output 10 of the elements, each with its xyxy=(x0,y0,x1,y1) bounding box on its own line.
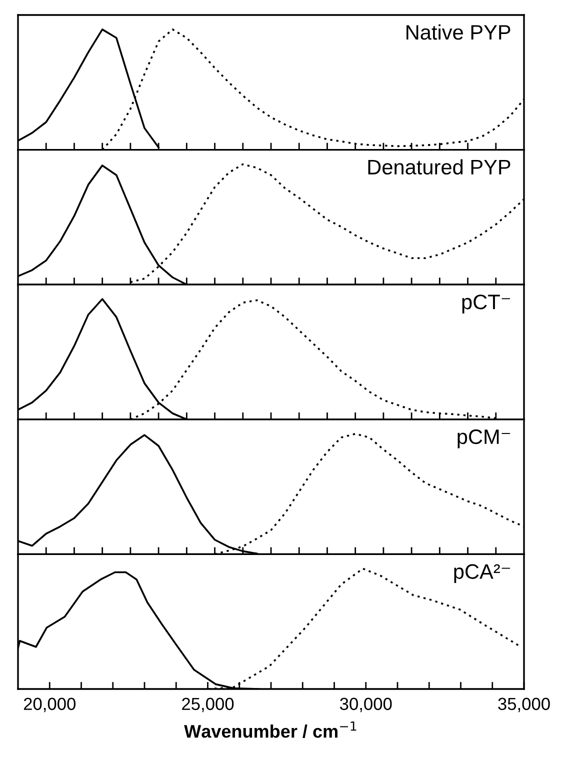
annotation: pCA²⁻ xyxy=(454,564,510,584)
annotation: pCT⁻ xyxy=(462,294,510,314)
x-tick-label: 25,000 xyxy=(182,698,234,712)
x-tick-label: 35,000 xyxy=(498,698,550,712)
annotation: pCM⁻ xyxy=(458,429,510,448)
x-tick-label: 20,000 xyxy=(24,698,76,712)
annotation: Denatured PYP xyxy=(368,159,510,175)
annotation: Native PYP xyxy=(406,24,510,40)
x-axis-title: Wavenumber / cm$^{−1}$ xyxy=(184,721,356,738)
x-tick-label: 30,000 xyxy=(340,698,392,712)
